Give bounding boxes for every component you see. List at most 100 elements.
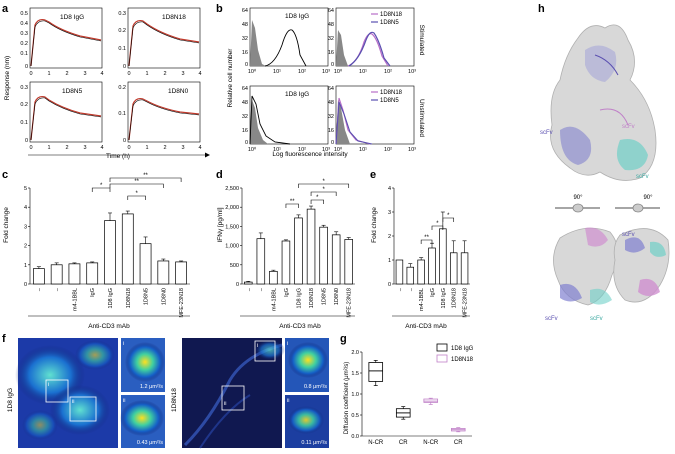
svg-text:0: 0 [245, 140, 248, 146]
category-label: 1D8 IgG [297, 288, 303, 308]
sig-bracket [310, 191, 337, 196]
svg-text:ii: ii [123, 398, 125, 404]
svg-text:e: e [370, 169, 376, 181]
bar [269, 270, 278, 285]
category-label: m4-1BBL [271, 288, 277, 311]
y-tick-label: 1 [24, 263, 27, 269]
panel-f-right-label: 1D8N18 [171, 388, 178, 412]
legend-swatch-n18 [436, 354, 448, 363]
legend-n18: 1D8N18 [380, 12, 403, 18]
category-label: MFE-23N18 [179, 288, 185, 318]
sig-label: * [100, 183, 103, 189]
bar [306, 208, 316, 285]
svg-text:2: 2 [163, 145, 166, 151]
svg-text:0.3: 0.3 [118, 11, 126, 17]
box [368, 362, 384, 382]
svg-text:4: 4 [198, 71, 201, 77]
panel-f-left-label: 1D8 IgG [7, 388, 14, 412]
svg-text:1: 1 [145, 71, 148, 77]
sig-bracket [127, 195, 146, 200]
y-tick-label: 0 [24, 282, 27, 288]
svg-text:10¹: 10¹ [359, 147, 367, 153]
y-tick-label: 0 [388, 282, 391, 288]
y-tick-label: 2 [24, 244, 27, 250]
svg-text:10⁰: 10⁰ [334, 146, 343, 153]
structure-bottom-right: scFv [613, 228, 670, 303]
svg-text:0: 0 [29, 145, 32, 151]
category-label: 1D8N18 [126, 288, 132, 308]
svg-text:0: 0 [331, 140, 334, 146]
binding-curve-red [30, 18, 102, 67]
bar [428, 247, 436, 285]
svg-text:10⁰: 10⁰ [334, 68, 343, 75]
svg-text:48: 48 [328, 22, 334, 28]
svg-text:d: d [216, 169, 223, 181]
svg-text:g: g [340, 333, 347, 345]
panel-c: c Fold change Anti-CD3 mAb 0 1 2 3 4 5 – – m4-1B… [2, 169, 190, 330]
svg-text:10³: 10³ [408, 147, 416, 153]
svg-text:1D8 IgG: 1D8 IgG [285, 13, 309, 20]
category-label: – [397, 287, 403, 291]
hist-top-left: 1D8 IgG 64 48 32 16 0 10⁰ 10¹ 10² 10³ [242, 7, 330, 75]
bar [86, 262, 99, 285]
y-tick-label: 0.5 [351, 413, 359, 419]
bar [449, 252, 458, 285]
panel-h: h scFv scFv scFv 90° 90° scFv sc [538, 3, 670, 322]
svg-text:1.2 μm²/s: 1.2 μm²/s [140, 384, 163, 390]
svg-text:0: 0 [127, 71, 130, 77]
category-label: MFE-23N18 [347, 288, 353, 318]
svg-text:48: 48 [242, 100, 248, 106]
svg-text:1: 1 [47, 145, 50, 151]
sig-label: * [135, 191, 138, 197]
svg-text:2: 2 [163, 71, 166, 77]
roi-box-i [45, 379, 69, 403]
svg-text:32: 32 [242, 36, 248, 42]
sig-label: * [322, 187, 325, 193]
bar [175, 261, 187, 285]
svg-text:1D8N5: 1D8N5 [380, 98, 399, 104]
inset-left-ii: ii 0.43 μm²/s [120, 395, 165, 448]
category-label: m4-1BBL [72, 288, 78, 311]
panel-a-x-arrowhead [205, 152, 210, 158]
svg-text:10⁰: 10⁰ [248, 68, 257, 75]
svg-text:0.1: 0.1 [118, 46, 126, 52]
y-tick-label: 3 [24, 224, 27, 230]
panel-d-xgroup: Anti-CD3 mAb [279, 323, 321, 330]
roi-box-right-ii [221, 385, 245, 411]
svg-text:0.5: 0.5 [20, 11, 28, 17]
bar [294, 217, 303, 285]
inset-left-i: i 1.2 μm²/s [121, 338, 165, 392]
bar [395, 259, 404, 285]
y-tick-label: 4 [388, 186, 391, 192]
svg-text:0: 0 [25, 64, 28, 70]
category-label: MFE-23N18 [463, 288, 469, 318]
svg-text:i: i [123, 341, 124, 347]
y-tick-label: 1.0 [351, 392, 359, 398]
panel-a-sub-2: 1D8N18 0.3 0.2 0.1 0 0 1 2 3 4 [118, 7, 202, 77]
svg-text:f: f [2, 333, 6, 345]
svg-text:0: 0 [123, 138, 126, 144]
bar [50, 264, 63, 285]
roi-box-ii [69, 396, 97, 422]
svg-text:2: 2 [65, 71, 68, 77]
category-label: 1D8 IgG [441, 288, 447, 308]
svg-text:16: 16 [242, 128, 248, 134]
panel-a: a Response (nm) Time (h) 1D8 IgG 0.5 0.4… [2, 3, 210, 160]
y-tick-label: 1,000 [225, 244, 239, 250]
panel-e-chart: 0 1 2 3 4 – – m4-1BBL IgG 1D8 IgG 1D8N18 MFE-23N18 *… [388, 186, 470, 318]
sig-bracket [420, 239, 433, 244]
category-label: IgG [90, 288, 96, 297]
svg-text:scFv: scFv [540, 130, 553, 136]
sig-bracket [285, 203, 299, 208]
y-tick-label: 4 [24, 205, 27, 211]
inset-right-ii: ii 0.11 μm²/s [285, 395, 329, 448]
svg-text:16: 16 [328, 50, 334, 56]
panel-d-chart: 0 500 1,000 1,500 2,000 2,500 – – m4-1BBL IgG 1D8 … [225, 179, 355, 318]
panel-a-sub-1: 1D8 IgG 0.5 0.4 0.3 0.2 0.1 0 0 1 2 3 4 [20, 7, 104, 77]
y-tick-label: 2 [388, 234, 391, 240]
svg-text:0: 0 [127, 145, 130, 151]
sig-label: ** [143, 173, 148, 179]
inset-right-i: i 0.8 μm²/s [285, 338, 329, 392]
sig-bracket [431, 225, 444, 230]
